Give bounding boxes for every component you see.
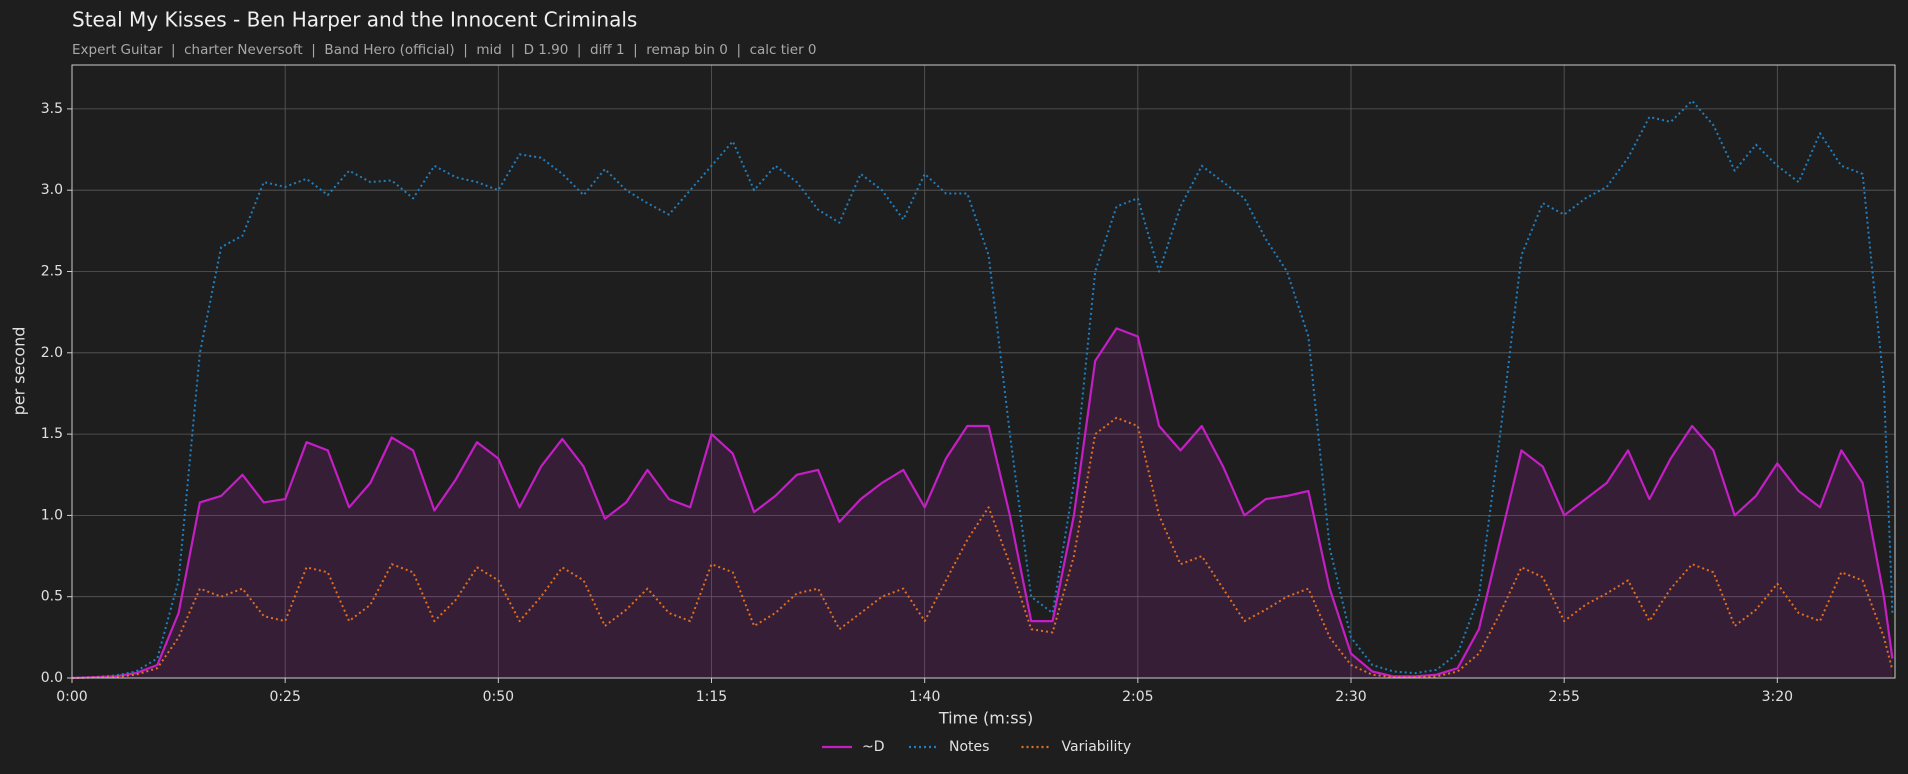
x-tick-label: 0:50 [483,689,514,705]
y-tick-label: 3.5 [41,101,63,117]
series-line [71,99,1894,679]
x-tick-label: 1:40 [909,689,940,705]
x-axis-label: Time (m:ss) [938,709,1033,728]
legend-label: Notes [949,739,989,755]
x-tick-label: 2:55 [1548,689,1579,705]
x-tick-label: 2:05 [1122,689,1153,705]
legend-label: Variability [1062,739,1132,755]
y-tick-label: 2.0 [41,345,63,361]
y-axis-label: per second [10,327,29,416]
y-tick-label: 1.0 [41,507,63,523]
x-tick-label: 3:20 [1762,689,1793,705]
x-tick-label: 1:15 [696,689,727,705]
series-line [71,327,1894,680]
chart-subtitle: Expert Guitar | charter Neversoft | Band… [72,42,817,58]
y-tick-label: 0.0 [41,670,63,686]
series-line [71,416,1894,679]
area [72,328,1893,678]
y-tick-label: 1.5 [41,426,63,442]
plot-frame [71,64,1896,679]
y-tick-label: 0.5 [41,589,63,605]
legend-label: ~D [862,739,885,755]
x-tick-label: 2:30 [1335,689,1366,705]
y-tick-label: 2.5 [41,264,63,280]
chart-title: Steal My Kisses - Ben Harper and the Inn… [72,8,637,32]
x-tick-label: 0:25 [269,689,300,705]
x-tick-label: 0:00 [56,689,87,705]
y-tick-label: 3.0 [41,182,63,198]
